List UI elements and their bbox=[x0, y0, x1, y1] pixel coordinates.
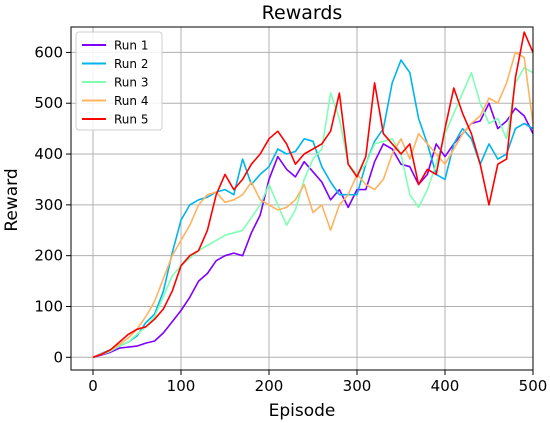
x-axis-label: Episode bbox=[269, 401, 336, 421]
y-tick-label: 300 bbox=[34, 196, 63, 214]
y-tick-label: 400 bbox=[34, 145, 63, 163]
x-tick-label: 300 bbox=[343, 377, 372, 395]
legend-label-1: Run 1 bbox=[114, 39, 148, 53]
series-line-4 bbox=[92, 51, 534, 359]
legend-label-2: Run 2 bbox=[114, 57, 148, 71]
y-axis-label: Reward bbox=[2, 168, 22, 231]
x-tick-label: 100 bbox=[167, 377, 196, 395]
y-tick-label: 600 bbox=[34, 43, 63, 61]
series-line-2 bbox=[92, 59, 534, 359]
y-tick-label: 200 bbox=[34, 247, 63, 265]
series-line-3 bbox=[92, 66, 534, 359]
y-tick-label: 0 bbox=[53, 348, 63, 366]
y-tick-label: 100 bbox=[34, 297, 63, 315]
legend-label-5: Run 5 bbox=[114, 113, 148, 127]
legend-label-3: Run 3 bbox=[114, 76, 148, 90]
legend-label-4: Run 4 bbox=[114, 94, 148, 108]
plot-frame bbox=[70, 26, 534, 371]
x-tick-label: 500 bbox=[519, 377, 548, 395]
series-line-5 bbox=[92, 31, 534, 359]
series-line-1 bbox=[92, 102, 534, 359]
series-layer bbox=[92, 31, 534, 359]
x-tick-label: 400 bbox=[431, 377, 460, 395]
chart-title: Rewards bbox=[262, 2, 343, 24]
x-axis-ticks: 0 100 200 300 400 500 bbox=[88, 370, 547, 395]
x-tick-label: 200 bbox=[255, 377, 284, 395]
legend: Run 1 Run 2 Run 3 Run 4 Run 5 bbox=[75, 31, 163, 131]
y-tick-label: 500 bbox=[34, 94, 63, 112]
y-axis-ticks: 0 100 200 300 400 500 600 bbox=[34, 43, 71, 366]
legend-frame bbox=[75, 31, 163, 131]
x-tick-label: 0 bbox=[88, 377, 98, 395]
